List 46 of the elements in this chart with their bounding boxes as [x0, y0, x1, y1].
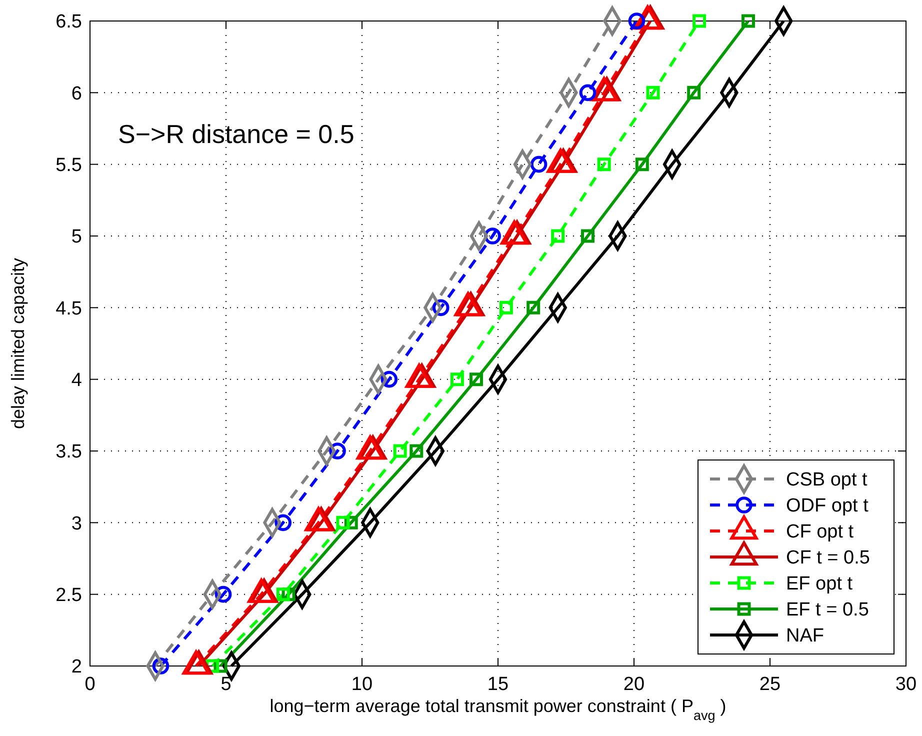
- point: [635, 158, 649, 172]
- y-tick-label: 5: [71, 226, 82, 248]
- point: [687, 86, 701, 100]
- point: [393, 444, 407, 458]
- x-tick-label: 10: [351, 674, 373, 695]
- point: [692, 14, 706, 28]
- y-axis-title: delay limited capacity: [8, 258, 28, 430]
- y-tick-label: 5.5: [56, 154, 82, 176]
- point: [741, 14, 755, 28]
- x-tick-label: 20: [623, 674, 645, 695]
- point: [526, 300, 540, 314]
- point: [581, 229, 595, 243]
- y-tick-label: 4: [71, 370, 82, 391]
- legend-label: NAF: [786, 626, 824, 647]
- x-tick-label: 30: [895, 674, 917, 695]
- legend-label: EF opt t: [786, 574, 854, 595]
- point: [530, 156, 548, 173]
- annotation: S−>R distance = 0.5: [118, 119, 354, 149]
- y-tick-label: 6.5: [56, 12, 82, 33]
- x-tick-label: 25: [759, 674, 781, 695]
- legend-label: CF t = 0.5: [786, 548, 870, 569]
- x-axis-title: long−term average total transmit power constraint ( P$_{avg}$ ): [270, 696, 726, 722]
- y-tick-label: 3: [71, 513, 82, 534]
- x-tick-label: 5: [220, 674, 232, 695]
- x-tick-label: 0: [84, 674, 96, 695]
- point: [469, 372, 483, 386]
- point: [499, 300, 513, 314]
- y-tick-label: 3.5: [56, 442, 82, 463]
- legend-label: ODF opt t: [786, 496, 870, 517]
- y-tick-label: 6: [71, 83, 82, 104]
- legend-label: CSB opt t: [786, 470, 868, 491]
- point: [551, 229, 565, 243]
- point: [579, 84, 596, 102]
- point: [276, 588, 290, 602]
- point: [450, 372, 464, 386]
- point: [597, 158, 611, 172]
- y-tick-label: 2.5: [56, 584, 82, 606]
- point: [628, 12, 646, 30]
- y-tick-label: 2: [71, 656, 82, 678]
- legend-label: EF t = 0.5: [786, 600, 869, 621]
- point: [646, 86, 660, 100]
- y-tick-label: 4.5: [56, 298, 82, 320]
- point: [336, 516, 350, 530]
- x-tick-label: 15: [487, 674, 509, 695]
- legend-label: CF opt t: [786, 522, 854, 543]
- point: [410, 444, 424, 458]
